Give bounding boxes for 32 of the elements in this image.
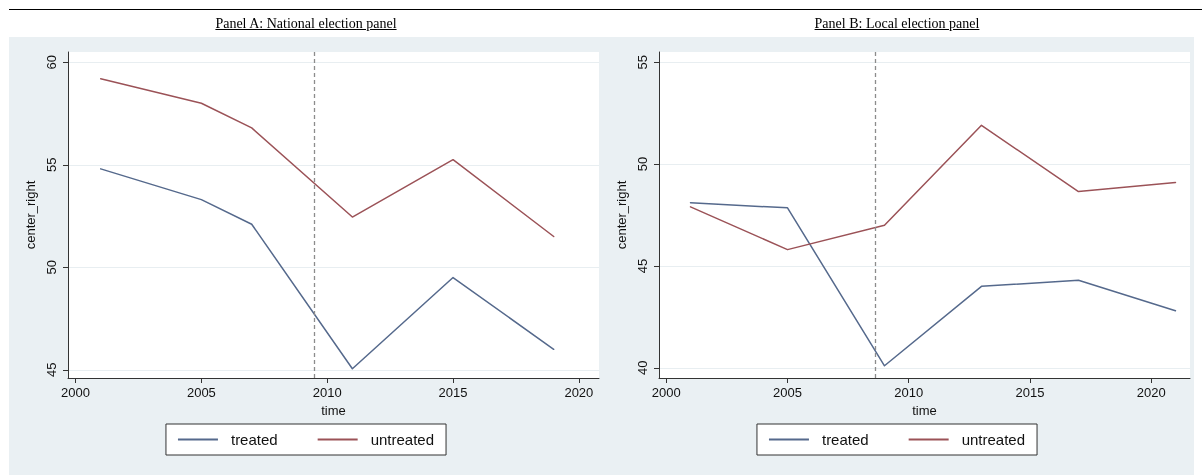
x-axis-title: time bbox=[912, 402, 937, 418]
y-tick-label: 55 bbox=[44, 157, 59, 172]
x-tick-label: 2015 bbox=[438, 385, 468, 400]
legend-label: untreated bbox=[961, 431, 1026, 448]
x-tick-label: 2000 bbox=[61, 385, 91, 400]
y-tick-label: 45 bbox=[44, 362, 59, 378]
x-tick-label: 2020 bbox=[1136, 385, 1166, 400]
line-series bbox=[689, 202, 1177, 367]
x-tick-label: 2015 bbox=[1015, 385, 1045, 400]
y-tick-label: 50 bbox=[44, 260, 59, 275]
chart-title: Panel B: Local election panel bbox=[813, 15, 981, 33]
x-tick-label: 2010 bbox=[312, 385, 342, 400]
x-axis-title: time bbox=[321, 402, 346, 418]
x-tick-label: 2020 bbox=[564, 385, 594, 400]
line-series bbox=[689, 124, 1177, 251]
y-axis-title: center_right bbox=[614, 180, 630, 250]
legend-label: treated bbox=[821, 431, 869, 448]
x-tick-label: 2005 bbox=[773, 385, 802, 400]
line-series bbox=[99, 168, 555, 370]
y-axis-title: center_right bbox=[23, 180, 39, 250]
legend-label: treated bbox=[230, 431, 278, 448]
y-tick-label: 60 bbox=[44, 55, 59, 70]
x-tick-label: 2010 bbox=[894, 385, 924, 400]
y-tick-label: 50 bbox=[635, 156, 650, 172]
x-tick-label: 2005 bbox=[186, 385, 216, 400]
y-tick-label: 55 bbox=[635, 54, 650, 70]
y-tick-label: 45 bbox=[635, 258, 650, 274]
line-series bbox=[99, 77, 555, 238]
chart-title: Panel A: National election panel bbox=[214, 15, 398, 33]
y-tick-label: 40 bbox=[635, 360, 650, 376]
x-tick-label: 2000 bbox=[651, 385, 681, 400]
legend-label: untreated bbox=[370, 431, 435, 448]
